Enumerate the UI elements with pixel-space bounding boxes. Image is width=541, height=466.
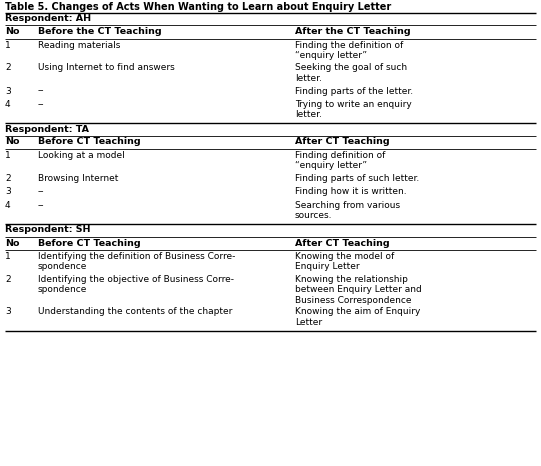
Text: 3: 3 xyxy=(5,87,11,96)
Text: Finding parts of the letter.: Finding parts of the letter. xyxy=(295,87,413,96)
Text: Seeking the goal of such
letter.: Seeking the goal of such letter. xyxy=(295,63,407,83)
Text: 2: 2 xyxy=(5,275,11,284)
Text: No: No xyxy=(5,27,19,36)
Text: Respondent: AH: Respondent: AH xyxy=(5,14,91,23)
Text: Reading materials: Reading materials xyxy=(38,41,121,49)
Text: Respondent: TA: Respondent: TA xyxy=(5,124,89,133)
Text: Respondent: SH: Respondent: SH xyxy=(5,226,90,234)
Text: Identifying the definition of Business Corre-
spondence: Identifying the definition of Business C… xyxy=(38,252,235,271)
Text: 4: 4 xyxy=(5,201,11,210)
Text: 2: 2 xyxy=(5,174,11,183)
Text: 1: 1 xyxy=(5,151,11,160)
Text: After the CT Teaching: After the CT Teaching xyxy=(295,27,411,36)
Text: --: -- xyxy=(38,201,44,210)
Text: Knowing the model of
Enquiry Letter: Knowing the model of Enquiry Letter xyxy=(295,252,394,271)
Text: After CT Teaching: After CT Teaching xyxy=(295,239,390,247)
Text: Using Internet to find answers: Using Internet to find answers xyxy=(38,63,175,73)
Text: Looking at a model: Looking at a model xyxy=(38,151,125,160)
Text: Knowing the relationship
between Enquiry Letter and
Business Correspondence: Knowing the relationship between Enquiry… xyxy=(295,275,422,305)
Text: 4: 4 xyxy=(5,100,11,109)
Text: 3: 3 xyxy=(5,187,11,197)
Text: Browsing Internet: Browsing Internet xyxy=(38,174,118,183)
Text: 2: 2 xyxy=(5,63,11,73)
Text: Finding definition of
“enquiry letter”: Finding definition of “enquiry letter” xyxy=(295,151,385,171)
Text: Searching from various
sources.: Searching from various sources. xyxy=(295,201,400,220)
Text: --: -- xyxy=(38,87,44,96)
Text: --: -- xyxy=(38,187,44,197)
Text: Before CT Teaching: Before CT Teaching xyxy=(38,137,141,146)
Text: 3: 3 xyxy=(5,308,11,316)
Text: Knowing the aim of Enquiry
Letter: Knowing the aim of Enquiry Letter xyxy=(295,308,420,327)
Text: Table 5. Changes of Acts When Wanting to Learn about Enquiry Letter: Table 5. Changes of Acts When Wanting to… xyxy=(5,2,391,12)
Text: After CT Teaching: After CT Teaching xyxy=(295,137,390,146)
Text: Identifying the objective of Business Corre-
spondence: Identifying the objective of Business Co… xyxy=(38,275,234,295)
Text: Finding parts of such letter.: Finding parts of such letter. xyxy=(295,174,419,183)
Text: 1: 1 xyxy=(5,41,11,49)
Text: Finding the definition of
“enquiry letter”: Finding the definition of “enquiry lette… xyxy=(295,41,403,60)
Text: --: -- xyxy=(38,100,44,109)
Text: No: No xyxy=(5,239,19,247)
Text: Understanding the contents of the chapter: Understanding the contents of the chapte… xyxy=(38,308,233,316)
Text: No: No xyxy=(5,137,19,146)
Text: Before the CT Teaching: Before the CT Teaching xyxy=(38,27,162,36)
Text: Trying to write an enquiry
letter.: Trying to write an enquiry letter. xyxy=(295,100,412,119)
Text: 1: 1 xyxy=(5,252,11,261)
Text: Before CT Teaching: Before CT Teaching xyxy=(38,239,141,247)
Text: Finding how it is written.: Finding how it is written. xyxy=(295,187,407,197)
